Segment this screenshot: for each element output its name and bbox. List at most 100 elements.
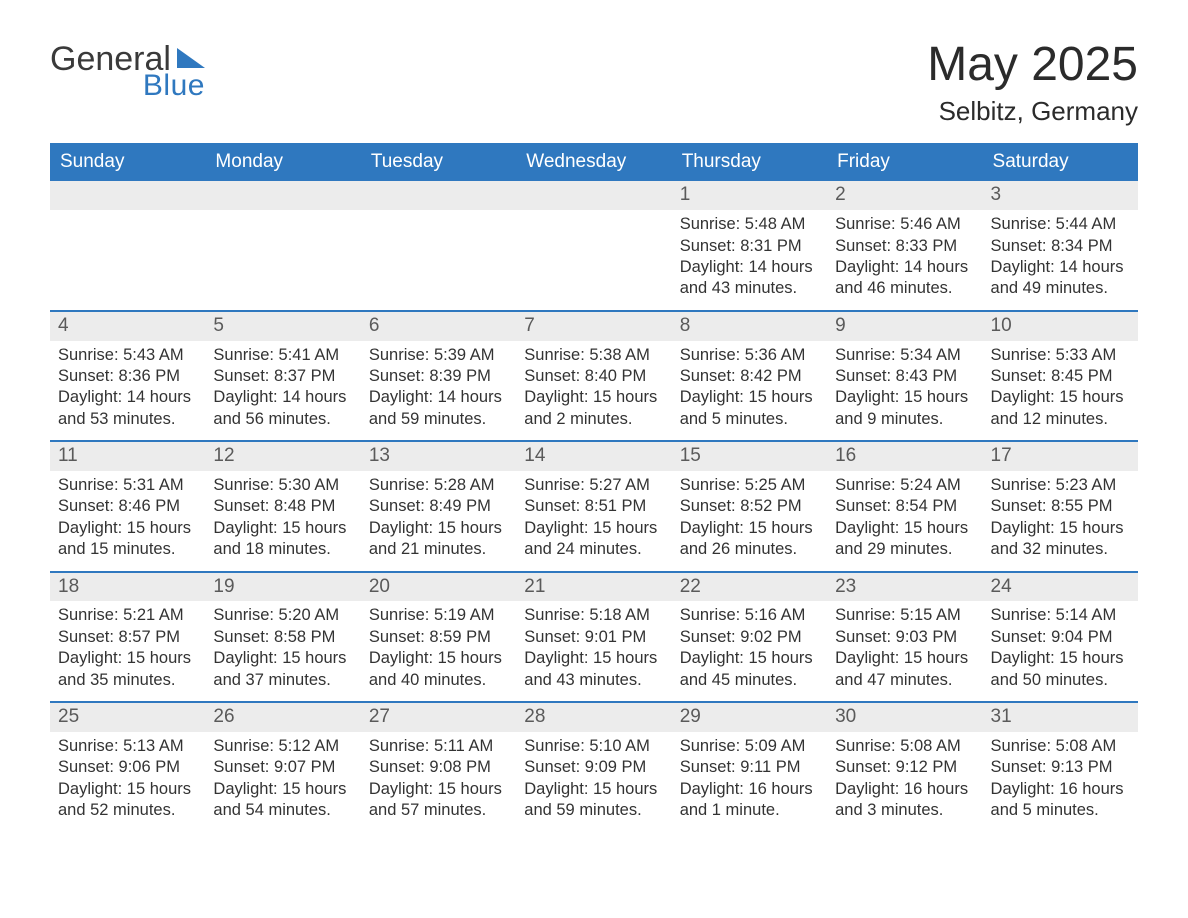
sunset-text: Sunset: 8:57 PM (58, 627, 197, 648)
day-number: 4 (50, 312, 205, 341)
daylight-text: Daylight: 15 hours and 45 minutes. (680, 648, 819, 691)
daylight-text: Daylight: 15 hours and 47 minutes. (835, 648, 974, 691)
sunset-text: Sunset: 8:51 PM (524, 496, 663, 517)
sunset-text: Sunset: 9:08 PM (369, 757, 508, 778)
daylight-text: Daylight: 15 hours and 32 minutes. (991, 518, 1130, 561)
daylight-text: Daylight: 16 hours and 5 minutes. (991, 779, 1130, 822)
sunrise-text: Sunrise: 5:48 AM (680, 214, 819, 235)
daylight-text: Daylight: 15 hours and 15 minutes. (58, 518, 197, 561)
sunset-text: Sunset: 9:11 PM (680, 757, 819, 778)
daylight-text: Daylight: 15 hours and 59 minutes. (524, 779, 663, 822)
sunset-text: Sunset: 8:34 PM (991, 236, 1130, 257)
daylight-text: Daylight: 14 hours and 46 minutes. (835, 257, 974, 300)
daylight-text: Daylight: 15 hours and 2 minutes. (524, 387, 663, 430)
week-row: 1Sunrise: 5:48 AMSunset: 8:31 PMDaylight… (50, 181, 1138, 309)
sunrise-text: Sunrise: 5:25 AM (680, 475, 819, 496)
sunset-text: Sunset: 8:42 PM (680, 366, 819, 387)
daylight-text: Daylight: 15 hours and 50 minutes. (991, 648, 1130, 691)
day-cell: 6Sunrise: 5:39 AMSunset: 8:39 PMDaylight… (361, 312, 516, 440)
calendar-grid: Sunday Monday Tuesday Wednesday Thursday… (50, 143, 1138, 831)
day-cell: 2Sunrise: 5:46 AMSunset: 8:33 PMDaylight… (827, 181, 982, 309)
empty-day-strip (50, 181, 205, 210)
sunrise-text: Sunrise: 5:46 AM (835, 214, 974, 235)
sunrise-text: Sunrise: 5:10 AM (524, 736, 663, 757)
day-cell: 15Sunrise: 5:25 AMSunset: 8:52 PMDayligh… (672, 442, 827, 570)
sunrise-text: Sunrise: 5:38 AM (524, 345, 663, 366)
day-number: 27 (361, 703, 516, 732)
day-cell: 12Sunrise: 5:30 AMSunset: 8:48 PMDayligh… (205, 442, 360, 570)
sunrise-text: Sunrise: 5:41 AM (213, 345, 352, 366)
sunset-text: Sunset: 9:13 PM (991, 757, 1130, 778)
day-cell: 22Sunrise: 5:16 AMSunset: 9:02 PMDayligh… (672, 573, 827, 701)
sunset-text: Sunset: 8:48 PM (213, 496, 352, 517)
location-subtitle: Selbitz, Germany (927, 96, 1138, 127)
day-number: 6 (361, 312, 516, 341)
day-number: 18 (50, 573, 205, 602)
daylight-text: Daylight: 15 hours and 43 minutes. (524, 648, 663, 691)
sunrise-text: Sunrise: 5:20 AM (213, 605, 352, 626)
sunset-text: Sunset: 9:09 PM (524, 757, 663, 778)
sunset-text: Sunset: 8:43 PM (835, 366, 974, 387)
daylight-text: Daylight: 15 hours and 24 minutes. (524, 518, 663, 561)
sunrise-text: Sunrise: 5:34 AM (835, 345, 974, 366)
sunrise-text: Sunrise: 5:24 AM (835, 475, 974, 496)
daylight-text: Daylight: 15 hours and 21 minutes. (369, 518, 508, 561)
day-number: 7 (516, 312, 671, 341)
sunset-text: Sunset: 8:58 PM (213, 627, 352, 648)
day-number: 29 (672, 703, 827, 732)
day-number: 30 (827, 703, 982, 732)
day-cell: 30Sunrise: 5:08 AMSunset: 9:12 PMDayligh… (827, 703, 982, 831)
sunset-text: Sunset: 9:04 PM (991, 627, 1130, 648)
day-number: 14 (516, 442, 671, 471)
daylight-text: Daylight: 15 hours and 18 minutes. (213, 518, 352, 561)
header: General Blue May 2025 Selbitz, Germany (50, 40, 1138, 127)
daylight-text: Daylight: 15 hours and 9 minutes. (835, 387, 974, 430)
sunset-text: Sunset: 8:54 PM (835, 496, 974, 517)
sunrise-text: Sunrise: 5:44 AM (991, 214, 1130, 235)
day-cell: 1Sunrise: 5:48 AMSunset: 8:31 PMDaylight… (672, 181, 827, 309)
weekday-header: Wednesday (516, 143, 671, 181)
sunset-text: Sunset: 8:40 PM (524, 366, 663, 387)
day-cell: 20Sunrise: 5:19 AMSunset: 8:59 PMDayligh… (361, 573, 516, 701)
weekday-header: Thursday (672, 143, 827, 181)
weekday-header: Saturday (983, 143, 1138, 181)
empty-cell (50, 181, 205, 309)
day-number: 8 (672, 312, 827, 341)
day-number: 31 (983, 703, 1138, 732)
day-cell: 10Sunrise: 5:33 AMSunset: 8:45 PMDayligh… (983, 312, 1138, 440)
daylight-text: Daylight: 15 hours and 37 minutes. (213, 648, 352, 691)
daylight-text: Daylight: 15 hours and 57 minutes. (369, 779, 508, 822)
sunset-text: Sunset: 8:31 PM (680, 236, 819, 257)
daylight-text: Daylight: 15 hours and 40 minutes. (369, 648, 508, 691)
day-number: 23 (827, 573, 982, 602)
daylight-text: Daylight: 15 hours and 29 minutes. (835, 518, 974, 561)
sunset-text: Sunset: 9:12 PM (835, 757, 974, 778)
brand-logo: General Blue (50, 40, 205, 103)
empty-day-strip (205, 181, 360, 210)
brand-word-2: Blue (50, 69, 205, 103)
sunset-text: Sunset: 8:55 PM (991, 496, 1130, 517)
day-number: 5 (205, 312, 360, 341)
day-number: 19 (205, 573, 360, 602)
day-number: 11 (50, 442, 205, 471)
week-row: 4Sunrise: 5:43 AMSunset: 8:36 PMDaylight… (50, 310, 1138, 440)
sunset-text: Sunset: 8:33 PM (835, 236, 974, 257)
day-cell: 8Sunrise: 5:36 AMSunset: 8:42 PMDaylight… (672, 312, 827, 440)
daylight-text: Daylight: 14 hours and 53 minutes. (58, 387, 197, 430)
sunrise-text: Sunrise: 5:19 AM (369, 605, 508, 626)
week-row: 18Sunrise: 5:21 AMSunset: 8:57 PMDayligh… (50, 571, 1138, 701)
weekday-header: Tuesday (361, 143, 516, 181)
week-row: 25Sunrise: 5:13 AMSunset: 9:06 PMDayligh… (50, 701, 1138, 831)
day-number: 15 (672, 442, 827, 471)
sunrise-text: Sunrise: 5:27 AM (524, 475, 663, 496)
day-number: 16 (827, 442, 982, 471)
title-block: May 2025 Selbitz, Germany (927, 40, 1138, 127)
daylight-text: Daylight: 15 hours and 54 minutes. (213, 779, 352, 822)
daylight-text: Daylight: 14 hours and 59 minutes. (369, 387, 508, 430)
brand-triangle-icon (177, 48, 205, 68)
day-cell: 27Sunrise: 5:11 AMSunset: 9:08 PMDayligh… (361, 703, 516, 831)
sunrise-text: Sunrise: 5:30 AM (213, 475, 352, 496)
weekday-header: Friday (827, 143, 982, 181)
day-number: 26 (205, 703, 360, 732)
sunset-text: Sunset: 9:06 PM (58, 757, 197, 778)
